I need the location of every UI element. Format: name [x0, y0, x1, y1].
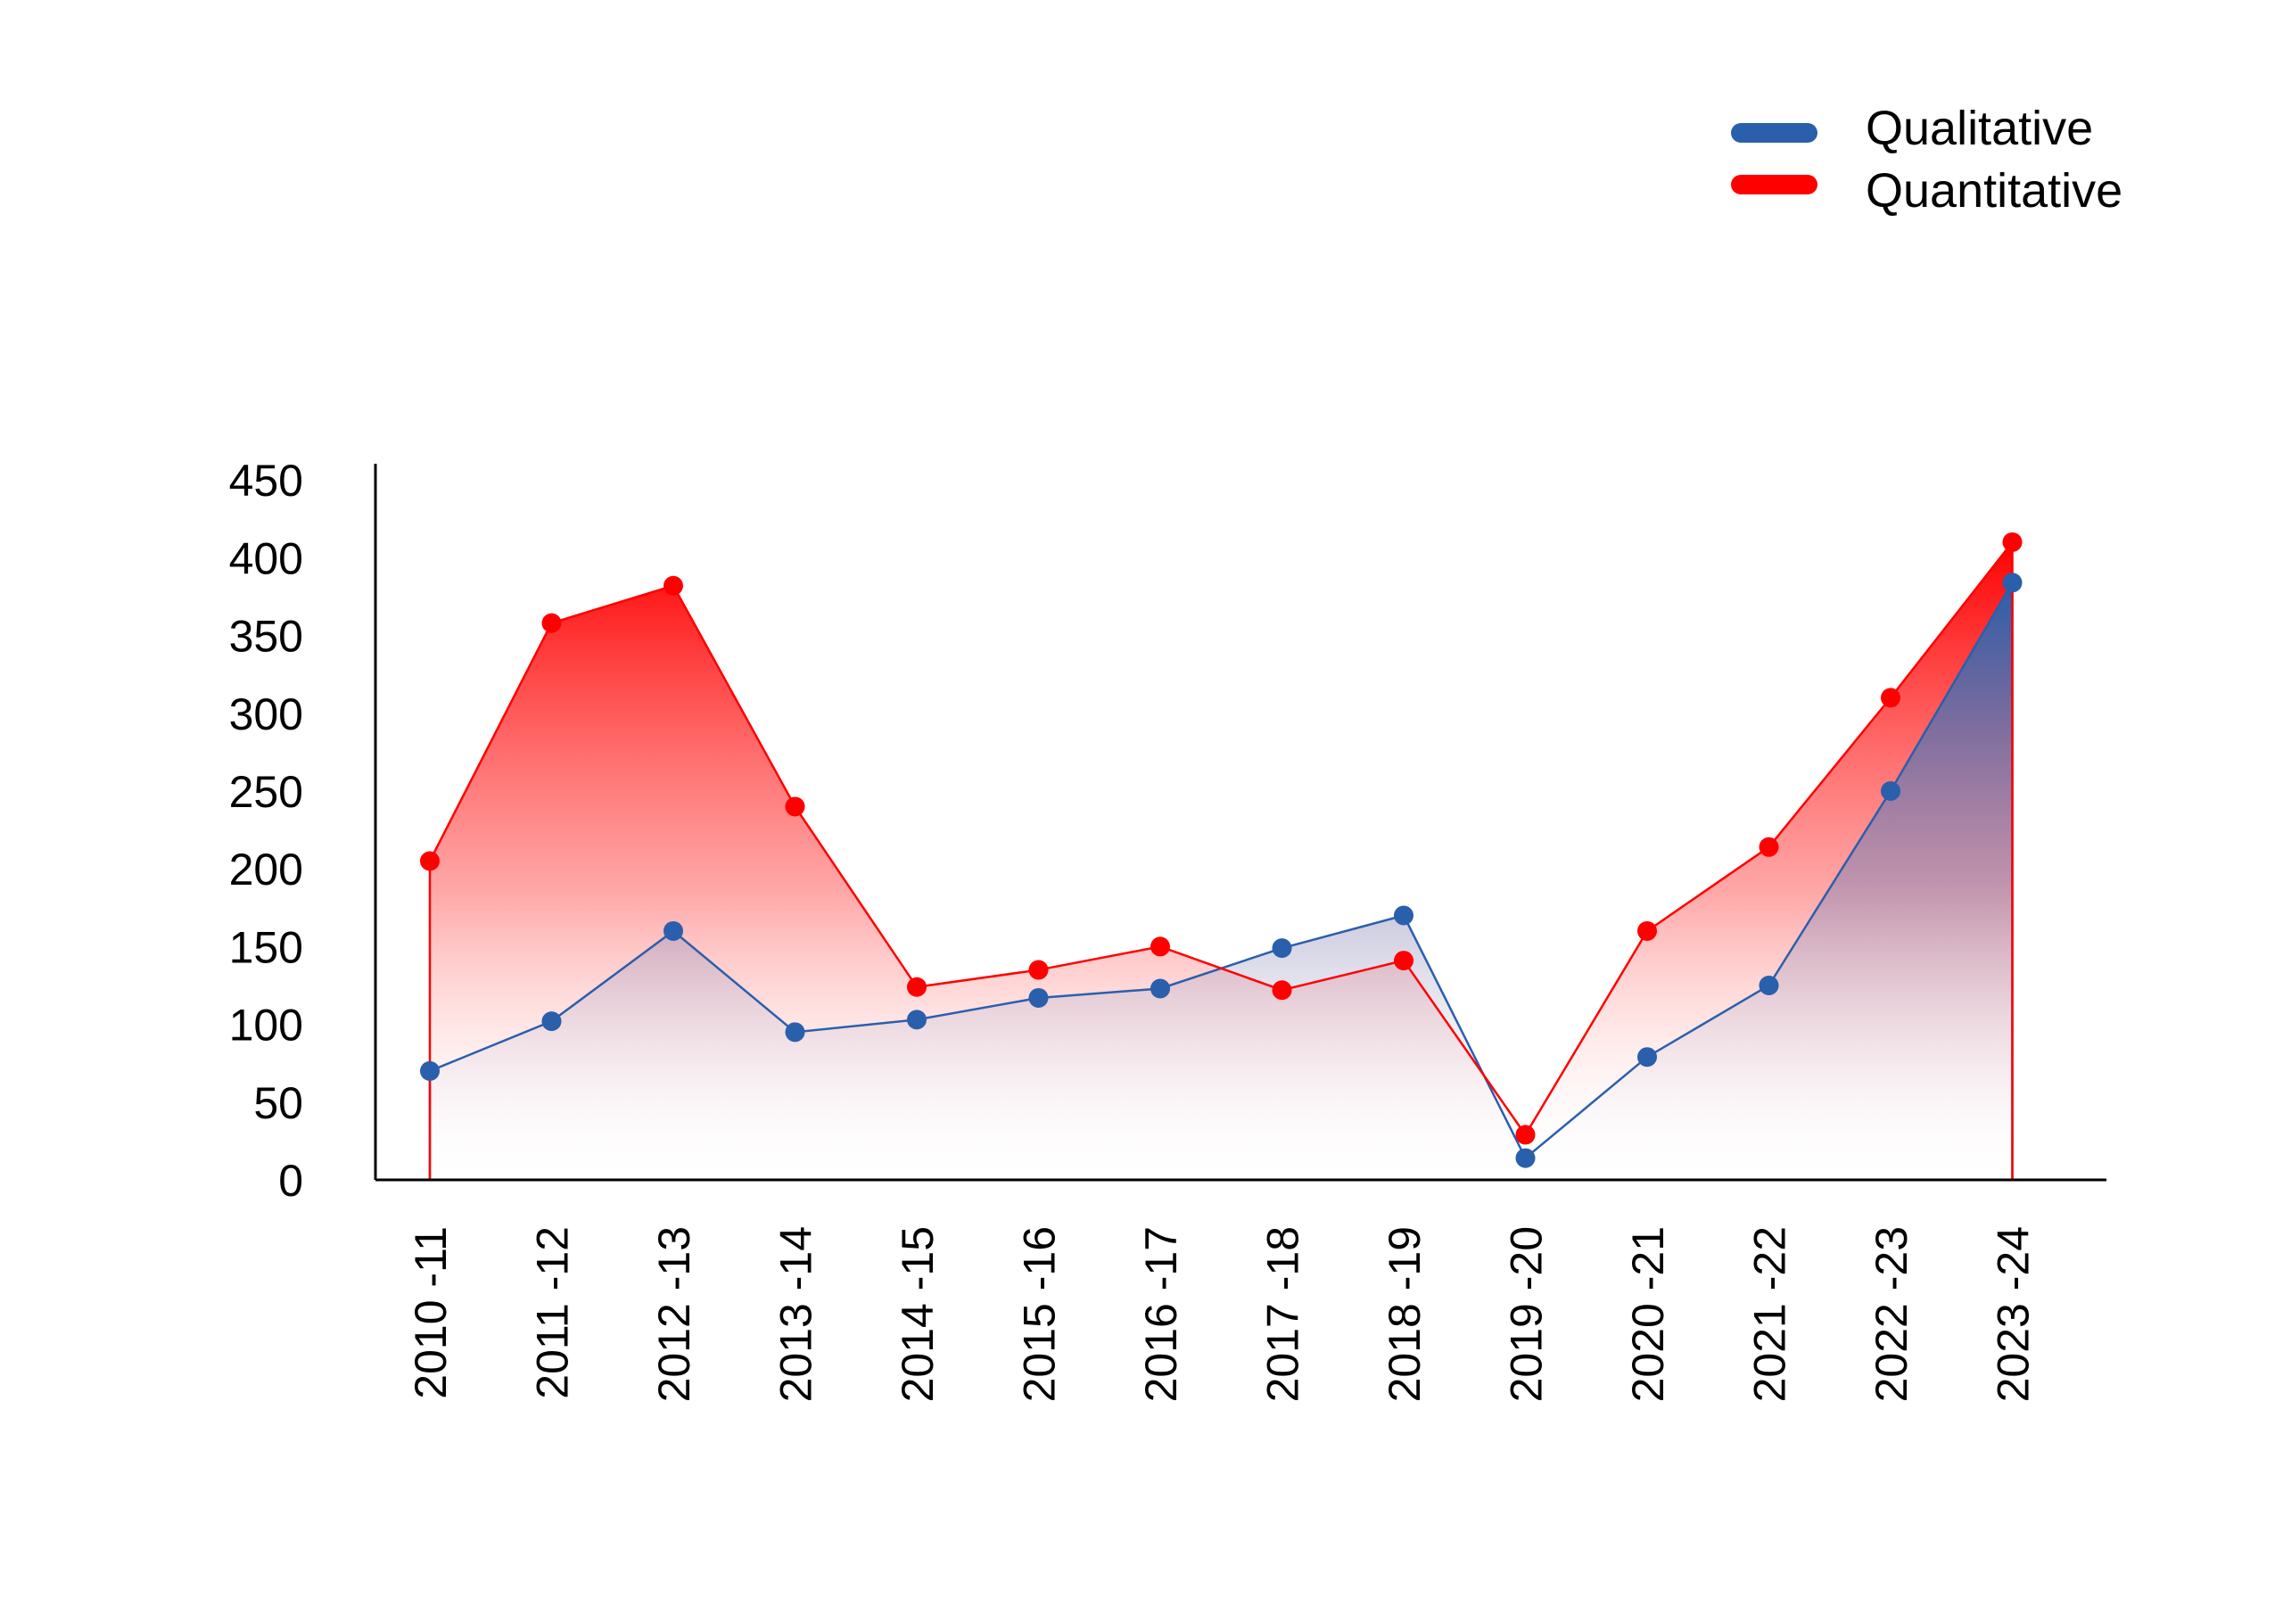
qualitative-point	[663, 920, 683, 941]
quantitative-point	[907, 977, 927, 997]
quantitative-point	[785, 796, 805, 817]
y-tick-label: 50	[253, 1078, 303, 1128]
qualitative-point	[1515, 1148, 1536, 1168]
x-tick-labels: 2010 -11 2011 -12 2012 -13 2013 -14 2014 -15…	[406, 1226, 2039, 1402]
qualitative-point	[541, 1011, 562, 1032]
y-tick-label: 300	[229, 689, 303, 739]
quantitative-line	[428, 539, 2014, 1180]
quantitative-point	[1150, 936, 1170, 957]
legend-label-qualitative: Qualitative	[1866, 102, 2093, 155]
y-tick-label: 100	[229, 1001, 303, 1051]
y-tick-label: 200	[229, 845, 303, 894]
y-tick-label: 0	[278, 1156, 303, 1206]
x-tick-label: 2018 -19	[1380, 1226, 1430, 1402]
x-tick-label: 2017 -18	[1258, 1226, 1308, 1402]
qualitative-point	[2002, 573, 2023, 593]
qualitative-point	[1272, 938, 1292, 959]
legend-label-quantitative: Quantitative	[1866, 164, 2122, 218]
qualitative-area	[430, 582, 2013, 1180]
y-tick-label: 350	[229, 612, 303, 662]
quantitative-point	[2002, 532, 2023, 552]
quantitative-point	[420, 851, 440, 871]
qualitative-point	[1028, 987, 1049, 1008]
x-tick-label: 2020 -21	[1623, 1226, 1673, 1402]
quantitative-point	[1028, 960, 1049, 980]
quantitative-point	[1515, 1125, 1536, 1145]
x-tick-label: 2016 -17	[1136, 1226, 1186, 1402]
x-tick-label: 2023 -24	[1989, 1226, 2039, 1402]
quantitative-point	[663, 575, 683, 596]
y-tick-label: 400	[229, 533, 303, 583]
y-tick-labels: 0 50 100 150 200 250 300 350 400 450	[229, 456, 303, 1206]
legend: Qualitative Quantitative	[1731, 102, 2122, 218]
x-tick-label: 2012 -13	[649, 1226, 699, 1402]
x-tick-label: 2022 -23	[1867, 1226, 1916, 1402]
qualitative-point	[1881, 781, 1900, 801]
qualitative-point	[1637, 1047, 1657, 1068]
quantitative-point	[1759, 837, 1779, 857]
x-tick-label: 2010 -11	[406, 1226, 456, 1399]
quantitative-point	[1394, 951, 1413, 971]
qualitative-point	[785, 1022, 805, 1043]
x-tick-label: 2014 -15	[893, 1226, 943, 1402]
x-tick-label: 2011 -12	[528, 1226, 578, 1399]
qualitative-point	[1150, 978, 1170, 999]
x-tick-label: 2015 -16	[1015, 1226, 1065, 1402]
y-tick-label: 250	[229, 767, 303, 817]
qualitative-point	[907, 1010, 927, 1030]
x-tick-label: 2021 -22	[1745, 1226, 1795, 1402]
quantitative-point	[541, 613, 562, 633]
qualitative-point	[1394, 905, 1413, 926]
qualitative-point	[420, 1060, 440, 1081]
quantitative-point	[1881, 688, 1900, 708]
y-tick-label: 450	[229, 456, 303, 506]
plot-area	[420, 532, 2023, 1180]
x-tick-label: 2019 -20	[1502, 1226, 1552, 1402]
y-tick-label: 150	[229, 922, 303, 972]
quantitative-point	[1272, 980, 1292, 1001]
quantitative-point	[1637, 920, 1657, 941]
qualitative-point	[1759, 976, 1779, 995]
quantitative-area	[430, 541, 2013, 1180]
x-tick-label: 2013 -14	[771, 1226, 821, 1402]
